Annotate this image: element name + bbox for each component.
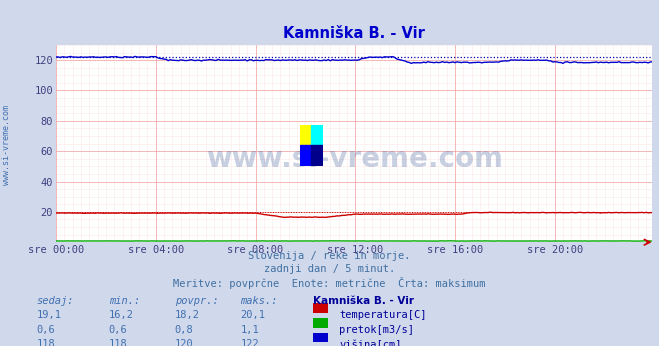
Bar — [312, 125, 323, 145]
Text: www.si-vreme.com: www.si-vreme.com — [206, 145, 503, 173]
Text: maks.:: maks.: — [241, 296, 278, 306]
Bar — [300, 125, 312, 145]
Text: 1,1: 1,1 — [241, 325, 259, 335]
Text: zadnji dan / 5 minut.: zadnji dan / 5 minut. — [264, 264, 395, 274]
Text: sedaj:: sedaj: — [36, 296, 74, 306]
Text: Slovenija / reke in morje.: Slovenija / reke in morje. — [248, 251, 411, 261]
Title: Kamniška B. - Vir: Kamniška B. - Vir — [283, 26, 425, 41]
Text: 122: 122 — [241, 339, 259, 346]
Text: 0,6: 0,6 — [36, 325, 55, 335]
Text: 16,2: 16,2 — [109, 310, 134, 320]
Text: 20,1: 20,1 — [241, 310, 266, 320]
Text: 118: 118 — [109, 339, 127, 346]
Text: višina[cm]: višina[cm] — [339, 339, 402, 346]
Bar — [300, 145, 312, 166]
Bar — [312, 145, 323, 166]
Text: min.:: min.: — [109, 296, 140, 306]
Text: 19,1: 19,1 — [36, 310, 61, 320]
Text: 120: 120 — [175, 339, 193, 346]
Text: Kamniška B. - Vir: Kamniška B. - Vir — [313, 296, 414, 306]
Text: www.si-vreme.com: www.si-vreme.com — [2, 105, 11, 185]
Text: povpr.:: povpr.: — [175, 296, 218, 306]
Text: 118: 118 — [36, 339, 55, 346]
Text: Meritve: povprčne  Enote: metrične  Črta: maksimum: Meritve: povprčne Enote: metrične Črta: … — [173, 277, 486, 289]
Text: 0,6: 0,6 — [109, 325, 127, 335]
Text: 18,2: 18,2 — [175, 310, 200, 320]
Text: pretok[m3/s]: pretok[m3/s] — [339, 325, 415, 335]
Text: 0,8: 0,8 — [175, 325, 193, 335]
Text: temperatura[C]: temperatura[C] — [339, 310, 427, 320]
